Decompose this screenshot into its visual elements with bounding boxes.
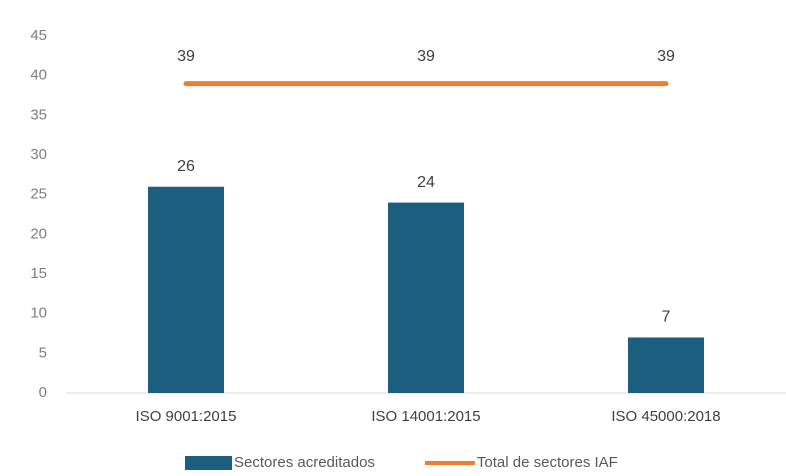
data-label: 26 [177,158,195,175]
y-tick-label: 45 [30,27,47,44]
legend-swatch [185,456,232,470]
y-tick-label: 35 [30,106,47,123]
data-label: 39 [657,48,675,65]
data-label: 39 [417,48,435,65]
y-tick-label: 15 [30,265,47,282]
x-tick-label: ISO 45000:2018 [611,408,720,425]
data-label: 39 [177,48,195,65]
legend-label: Sectores acreditados [234,454,375,471]
bar [388,202,464,393]
data-label: 24 [417,174,435,191]
y-tick-label: 30 [30,146,47,163]
bar [148,186,224,393]
bar [628,337,704,393]
x-tick-label: ISO 14001:2015 [371,408,480,425]
y-tick-label: 20 [30,225,47,242]
y-tick-label: 25 [30,186,47,203]
y-tick-label: 5 [39,344,47,361]
y-tick-label: 40 [30,67,47,84]
y-tick-label: 10 [30,305,47,322]
y-tick-label: 0 [39,384,47,401]
data-label: 7 [662,309,671,326]
legend-label: Total de sectores IAF [477,454,618,471]
x-tick-label: ISO 9001:2015 [136,408,237,425]
